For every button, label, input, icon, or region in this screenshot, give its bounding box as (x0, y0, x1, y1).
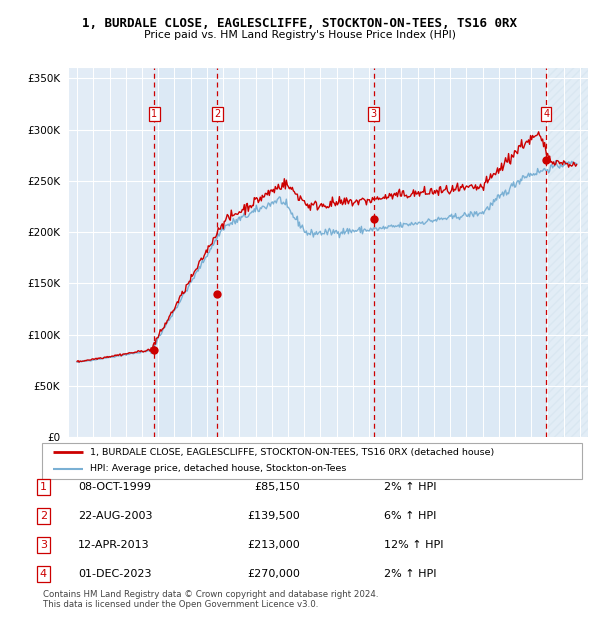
Text: £270,000: £270,000 (247, 569, 300, 579)
Text: 2% ↑ HPI: 2% ↑ HPI (384, 482, 437, 492)
Text: 1, BURDALE CLOSE, EAGLESCLIFFE, STOCKTON-ON-TEES, TS16 0RX (detached house): 1, BURDALE CLOSE, EAGLESCLIFFE, STOCKTON… (89, 448, 494, 457)
Text: 22-AUG-2003: 22-AUG-2003 (78, 511, 152, 521)
Text: Contains HM Land Registry data © Crown copyright and database right 2024.: Contains HM Land Registry data © Crown c… (43, 590, 379, 599)
Text: £213,000: £213,000 (247, 540, 300, 550)
Text: £139,500: £139,500 (247, 511, 300, 521)
Text: 01-DEC-2023: 01-DEC-2023 (78, 569, 151, 579)
Text: 12-APR-2013: 12-APR-2013 (78, 540, 149, 550)
Text: 12% ↑ HPI: 12% ↑ HPI (384, 540, 443, 550)
Text: HPI: Average price, detached house, Stockton-on-Tees: HPI: Average price, detached house, Stoc… (89, 464, 346, 474)
Text: This data is licensed under the Open Government Licence v3.0.: This data is licensed under the Open Gov… (43, 600, 319, 609)
Text: Price paid vs. HM Land Registry's House Price Index (HPI): Price paid vs. HM Land Registry's House … (144, 30, 456, 40)
Text: 1, BURDALE CLOSE, EAGLESCLIFFE, STOCKTON-ON-TEES, TS16 0RX: 1, BURDALE CLOSE, EAGLESCLIFFE, STOCKTON… (83, 17, 517, 30)
Text: 2% ↑ HPI: 2% ↑ HPI (384, 569, 437, 579)
Bar (217, 68, 374, 437)
Text: £85,150: £85,150 (254, 482, 300, 492)
Text: 2: 2 (214, 109, 220, 119)
Bar (69, 68, 154, 437)
Text: 1: 1 (40, 482, 47, 492)
Text: 1: 1 (151, 109, 158, 119)
Text: 08-OCT-1999: 08-OCT-1999 (78, 482, 151, 492)
Text: 2: 2 (40, 511, 47, 521)
FancyBboxPatch shape (42, 443, 582, 479)
Text: 3: 3 (40, 540, 47, 550)
Text: 4: 4 (40, 569, 47, 579)
Text: 6% ↑ HPI: 6% ↑ HPI (384, 511, 436, 521)
Text: 3: 3 (371, 109, 377, 119)
Text: 4: 4 (543, 109, 549, 119)
Bar (546, 68, 588, 437)
